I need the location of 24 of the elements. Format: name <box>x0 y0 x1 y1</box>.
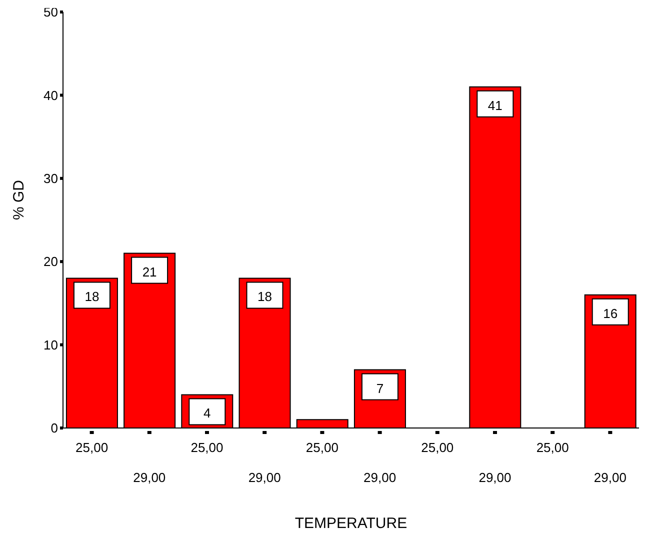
x-tick-label: 29,00 <box>364 470 396 485</box>
y-tick-label: 10 <box>44 337 58 352</box>
x-tick-label: 25,00 <box>306 440 338 455</box>
data-label: 21 <box>142 264 157 280</box>
x-tick-label: 25,00 <box>421 440 454 455</box>
x-tick-label: 25,00 <box>536 440 569 455</box>
data-label: 16 <box>603 306 618 321</box>
data-label: 7 <box>376 380 384 396</box>
y-tick-label: 40 <box>44 88 58 103</box>
x-tick-label: 25,00 <box>76 440 108 455</box>
data-label: 4 <box>204 406 211 421</box>
x-tick-label: 29,00 <box>594 470 626 485</box>
y-tick-label: 20 <box>44 254 58 270</box>
x-tick-label: 29,00 <box>133 470 166 485</box>
y-tick-label: 0 <box>50 420 58 436</box>
x-tick-label: 29,00 <box>248 470 281 485</box>
data-label: 18 <box>84 289 100 304</box>
y-tick-label: 30 <box>44 171 58 186</box>
x-tick-label: 25,00 <box>190 440 224 455</box>
y-axis-title: % GD <box>10 180 28 220</box>
data-label: 41 <box>488 98 502 113</box>
data-label: 18 <box>258 289 272 304</box>
x-tick-label: 29,00 <box>478 470 512 485</box>
x-axis-title: TEMPERATURE <box>294 515 408 532</box>
